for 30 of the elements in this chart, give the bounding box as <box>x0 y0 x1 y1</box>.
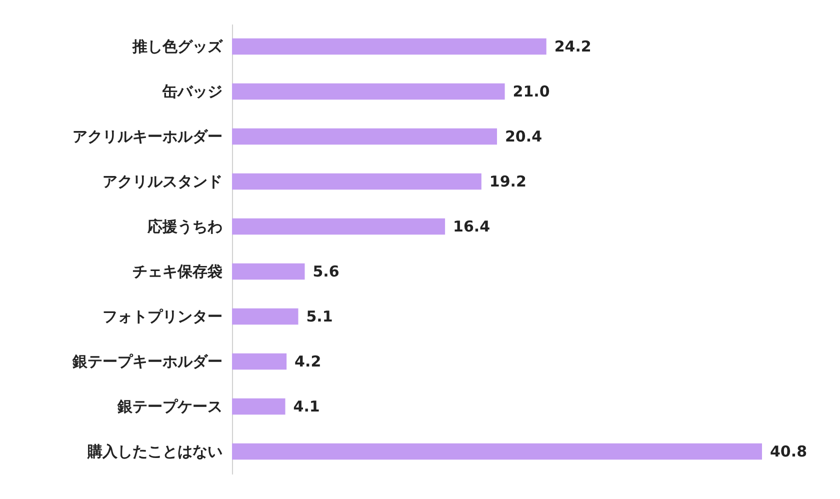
bar <box>232 353 287 370</box>
y-tick-label: 缶バッジ <box>162 82 222 100</box>
y-tick-label: アクリルスタンド <box>102 172 222 190</box>
bar <box>232 443 762 460</box>
bar <box>232 218 446 235</box>
data-label: 5.6 <box>312 262 340 280</box>
data-label: 19.2 <box>489 172 526 190</box>
data-label: 21.0 <box>512 82 550 100</box>
bar <box>232 173 482 190</box>
bar <box>232 83 505 100</box>
y-tick-label: アクリルキーホルダー <box>72 128 222 146</box>
data-label: 24.2 <box>554 38 592 56</box>
y-tick-label: 応援うちわ <box>146 218 222 236</box>
data-label: 20.4 <box>505 128 542 146</box>
y-tick-label: チェキ保存袋 <box>132 262 222 280</box>
y-tick-label: 銀テープケース <box>116 398 222 416</box>
data-label: 4.2 <box>294 352 322 370</box>
y-tick-label: 購入したことはない <box>86 442 222 460</box>
bar <box>232 308 298 325</box>
data-label: 16.4 <box>453 218 490 236</box>
y-tick-label: フォトプリンター <box>102 308 222 326</box>
y-tick-label: 推し色グッズ <box>132 38 224 56</box>
bar <box>232 398 286 415</box>
data-label: 40.8 <box>770 442 808 460</box>
data-label: 4.1 <box>293 398 320 416</box>
data-label: 5.1 <box>306 308 333 326</box>
y-tick-label: 銀テープキーホルダー <box>72 352 222 370</box>
bar <box>232 263 305 280</box>
bar <box>232 38 546 55</box>
bar <box>232 128 497 145</box>
